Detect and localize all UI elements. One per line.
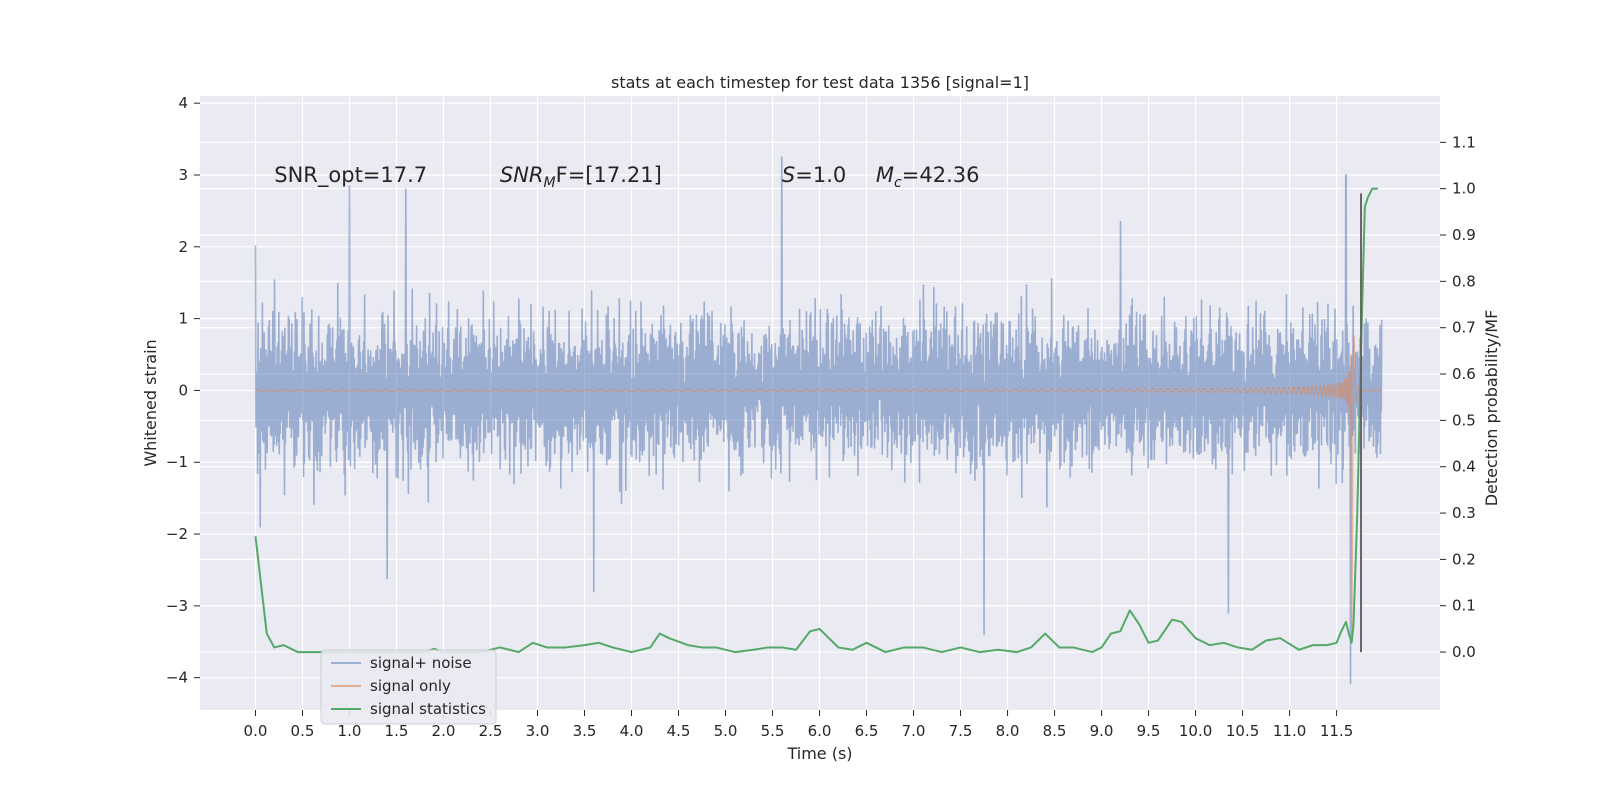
x-tick-label: 11.0: [1273, 722, 1306, 740]
x-tick-label: 9.0: [1090, 722, 1114, 740]
y-right-tick-label: 0.3: [1452, 504, 1476, 522]
x-tick-label: 7.0: [902, 722, 926, 740]
y-left-tick-label: 2: [178, 238, 188, 256]
y-right-tick-label: 0.0: [1452, 643, 1476, 661]
y-right-tick-label: 0.8: [1452, 272, 1476, 290]
annotation-snr-opt: SNR_opt=17.7: [274, 163, 427, 188]
y-right-tick-label: 0.1: [1452, 597, 1476, 615]
x-tick-label: 10.0: [1179, 722, 1212, 740]
x-tick-label: 3.5: [573, 722, 597, 740]
y-axis-left-label: Whitened strain: [141, 339, 160, 466]
annotation-snr-mf: SNRMF=[17.21]: [500, 163, 662, 191]
y-right-tick-label: 1.0: [1452, 180, 1476, 198]
chart-title: stats at each timestep for test data 135…: [611, 73, 1029, 92]
legend-box: [320, 649, 497, 725]
x-tick-label: 6.0: [808, 722, 832, 740]
x-tick-label: 10.5: [1226, 722, 1259, 740]
y-left-tick-label: 1: [178, 310, 188, 328]
x-tick-label: 0.5: [291, 722, 315, 740]
y-right-tick-label: 1.1: [1452, 133, 1476, 151]
tick-labels: 0.0 0.5 1.0 1.5 2.0 2.5 3.0 3.5 4.0 4.5 5.0 5.5 6.0 6…: [166, 94, 1476, 740]
y-left-tick-label: −4: [166, 669, 188, 687]
y-right-tick-label: 0.5: [1452, 411, 1476, 429]
x-tick-label: 7.5: [949, 722, 973, 740]
y-left-tick-label: 4: [178, 94, 188, 112]
x-tick-label: 0.0: [244, 722, 268, 740]
x-tick-label: 4.5: [667, 722, 691, 740]
series-signal-only: [255, 335, 1382, 640]
legend-label-signal-only: signal only: [370, 677, 451, 695]
y-left-tick-label: −2: [166, 525, 188, 543]
y-axis-right-label: Detection probability/MF: [1482, 310, 1501, 507]
y-left-tick-label: −1: [166, 453, 188, 471]
y-right-tick-label: 0.4: [1452, 458, 1476, 476]
y-left-tick-label: 3: [178, 166, 188, 184]
annotations: SNR_opt=17.7 SNRMF=[17.21] S=1.0 Mc=42.36: [274, 163, 979, 191]
x-tick-label: 9.5: [1137, 722, 1161, 740]
y-right-tick-label: 0.6: [1452, 365, 1476, 383]
x-tick-label: 2.5: [479, 722, 503, 740]
x-tick-label: 8.0: [996, 722, 1020, 740]
series-signal-noise: [254, 156, 1383, 685]
x-tick-label: 5.0: [714, 722, 738, 740]
y-right-tick-label: 0.7: [1452, 319, 1476, 337]
x-tick-label: 6.5: [855, 722, 879, 740]
legend: signal+ noise signal only signal statist…: [320, 649, 497, 725]
y-right-tick-label: 0.9: [1452, 226, 1476, 244]
x-tick-label: 5.5: [761, 722, 785, 740]
legend-label-signal-noise: signal+ noise: [370, 654, 472, 672]
x-axis-label: Time (s): [786, 744, 852, 763]
annotation-s-value: S=1.0: [782, 163, 846, 187]
series-layer: [254, 156, 1383, 685]
annotation-chirp-mass: Mc=42.36: [876, 163, 980, 191]
legend-label-signal-statistics: signal statistics: [370, 700, 486, 718]
x-tick-label: 11.5: [1320, 722, 1353, 740]
x-tick-label: 4.0: [620, 722, 644, 740]
y-left-tick-label: 0: [178, 381, 188, 399]
x-tick-label: 1.0: [338, 722, 362, 740]
x-tick-label: 2.0: [432, 722, 456, 740]
x-tick-label: 3.0: [526, 722, 550, 740]
x-tick-label: 1.5: [385, 722, 409, 740]
y-right-tick-label: 0.2: [1452, 550, 1476, 568]
x-tick-label: 8.5: [1043, 722, 1067, 740]
y-left-tick-label: −3: [166, 597, 188, 615]
